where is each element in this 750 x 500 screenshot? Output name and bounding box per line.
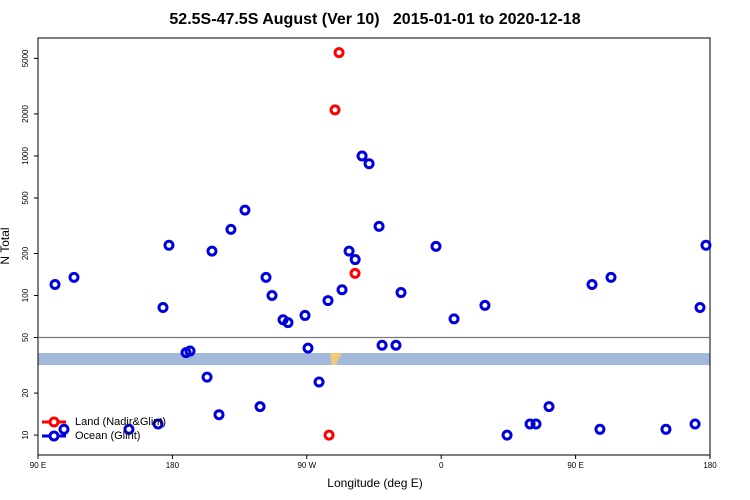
x-tick-label: 90 W bbox=[297, 461, 316, 470]
point bbox=[163, 239, 175, 251]
point bbox=[343, 245, 355, 257]
y-tick-label: 200 bbox=[21, 246, 30, 260]
point bbox=[543, 401, 555, 413]
point bbox=[336, 284, 348, 296]
point bbox=[448, 313, 460, 325]
point bbox=[49, 278, 61, 290]
point bbox=[322, 295, 334, 307]
point bbox=[349, 267, 361, 279]
point bbox=[329, 104, 341, 116]
legend-label: Land (Nadir&Glint) bbox=[75, 416, 166, 428]
point bbox=[206, 245, 218, 257]
point bbox=[68, 271, 80, 283]
point bbox=[260, 271, 272, 283]
point bbox=[689, 418, 701, 430]
x-axis-label: Longitude (deg E) bbox=[327, 476, 422, 490]
y-tick-label: 10 bbox=[21, 430, 30, 439]
point bbox=[299, 309, 311, 321]
point bbox=[524, 418, 536, 430]
point bbox=[152, 418, 164, 430]
y-tick-label: 50 bbox=[21, 333, 30, 342]
point bbox=[349, 254, 361, 266]
y-tick-label: 2000 bbox=[21, 104, 30, 122]
point bbox=[323, 429, 335, 441]
point bbox=[225, 223, 237, 235]
point bbox=[430, 240, 442, 252]
point bbox=[660, 423, 672, 435]
point bbox=[254, 401, 266, 413]
point bbox=[157, 302, 169, 314]
point bbox=[605, 271, 617, 283]
x-tick-label: 180 bbox=[166, 461, 180, 470]
point bbox=[586, 278, 598, 290]
point bbox=[694, 302, 706, 314]
plot-frame bbox=[37, 37, 711, 456]
point bbox=[123, 423, 135, 435]
x-tick-label: 90 E bbox=[567, 461, 583, 470]
x-tick-label: 90 E bbox=[30, 461, 46, 470]
map-strip bbox=[38, 353, 710, 365]
point bbox=[356, 150, 368, 162]
point bbox=[363, 158, 375, 170]
y-axis-label: N Total bbox=[0, 227, 12, 264]
point bbox=[390, 339, 402, 351]
point bbox=[479, 299, 491, 311]
point bbox=[373, 220, 385, 232]
x-tick-label: 0 bbox=[439, 461, 444, 470]
y-tick-label: 1000 bbox=[21, 147, 30, 165]
point bbox=[213, 409, 225, 421]
point bbox=[376, 339, 388, 351]
map-land bbox=[330, 353, 342, 365]
y-tick-label: 500 bbox=[21, 191, 30, 205]
point bbox=[266, 290, 278, 302]
legend-marker bbox=[48, 430, 60, 442]
point bbox=[395, 287, 407, 299]
chart-title: 52.5S-47.5S August (Ver 10) 2015-01-01 t… bbox=[169, 11, 580, 28]
y-tick-label: 5000 bbox=[21, 49, 30, 67]
point bbox=[184, 345, 196, 357]
point bbox=[239, 204, 251, 216]
point bbox=[501, 429, 513, 441]
point bbox=[594, 423, 606, 435]
point bbox=[530, 418, 542, 430]
y-tick-label: 100 bbox=[21, 288, 30, 302]
y-tick-label: 20 bbox=[21, 388, 30, 397]
point bbox=[313, 376, 325, 388]
x-tick-label: 180 bbox=[703, 461, 717, 470]
point bbox=[700, 239, 712, 251]
legend-label: Ocean (Glint) bbox=[75, 430, 140, 442]
point bbox=[333, 47, 345, 59]
point bbox=[282, 317, 294, 329]
point bbox=[201, 371, 213, 383]
point bbox=[302, 342, 314, 354]
point bbox=[58, 423, 70, 435]
legend-marker bbox=[48, 416, 60, 428]
